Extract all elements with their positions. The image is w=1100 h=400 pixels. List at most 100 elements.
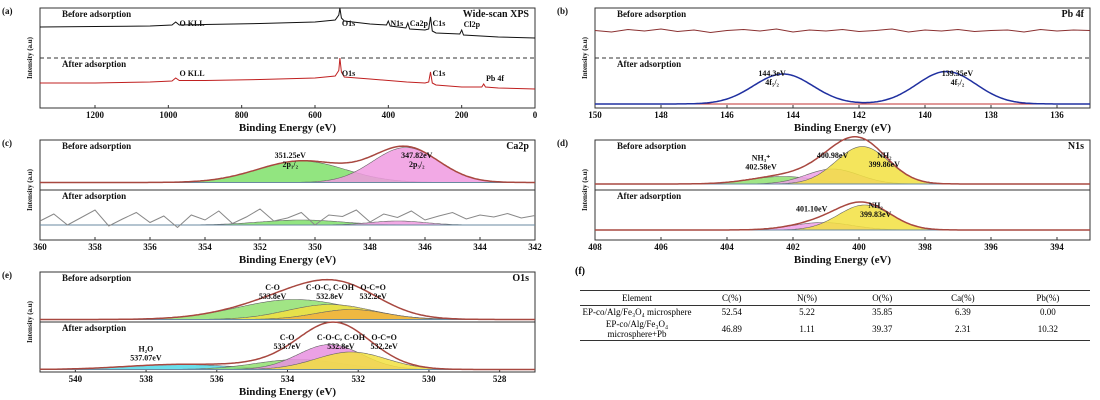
subplot-title: Before adsorption <box>62 273 131 283</box>
fitted-peak <box>40 219 535 226</box>
fit-envelope <box>40 145 535 184</box>
x-tick-label: 346 <box>418 242 432 252</box>
y-axis-label: Intensity (a.u) <box>26 300 34 343</box>
x-tick-label: 398 <box>918 242 932 252</box>
table-cell: 2.31 <box>920 318 1006 341</box>
chart-title: O1s <box>512 273 529 284</box>
x-tick-label: 138 <box>984 110 998 120</box>
fit-envelope <box>595 70 1090 105</box>
peak-label: 4f₅/₂ <box>765 78 779 87</box>
x-tick-label: 142 <box>852 110 866 120</box>
x-axis-label: Binding Energy (eV) <box>239 122 337 134</box>
peak-label: 532.2eV <box>370 342 398 351</box>
column-header: O(%) <box>844 290 921 306</box>
y-axis-label: Intensity (a.u) <box>581 36 589 79</box>
x-tick-label: 0 <box>533 110 538 120</box>
header-row: Element C(%) N(%) O(%) Ca(%) Pb(%) <box>580 290 1090 306</box>
x-tick-label: 394 <box>1050 242 1064 252</box>
x-tick-label: 148 <box>654 110 668 120</box>
element-annotation: Cl2p <box>464 20 481 29</box>
peak-label: C-O-C, C-OH <box>317 333 366 342</box>
subplot-title: After adsorption <box>62 59 126 69</box>
x-tick-label: 1000 <box>159 110 178 120</box>
panel-label: (a) <box>2 6 13 16</box>
table-cell: 52.54 <box>721 307 742 317</box>
peak-label: 2p₃/₂ <box>409 160 425 169</box>
element-annotation: Pb 4f <box>486 74 504 83</box>
subplot-title: Before adsorption <box>617 9 686 19</box>
table-cell: 6.39 <box>955 307 971 317</box>
x-tick-label: 408 <box>588 242 602 252</box>
x-tick-label: 404 <box>720 242 734 252</box>
chart-title: Ca2p <box>506 141 529 152</box>
element-annotation: O KLL <box>180 69 205 78</box>
peak-label: NH₂ <box>868 201 883 210</box>
x-tick-label: 600 <box>308 110 322 120</box>
peak-label: 533.7eV <box>273 342 301 351</box>
peak-label: 532.8eV <box>327 342 355 351</box>
subplot-title: After adsorption <box>617 191 681 201</box>
y-axis-label: Intensity (a.u) <box>581 168 589 211</box>
y-axis-label: Intensity (a.u) <box>26 36 34 79</box>
x-axis-label: Binding Energy (eV) <box>794 122 892 134</box>
x-tick-label: 358 <box>88 242 102 252</box>
x-tick-label: 146 <box>720 110 734 120</box>
spectrum-line <box>39 7 536 39</box>
x-axis-label: Binding Energy (eV) <box>239 254 337 266</box>
peak-label: 400.98eV <box>817 151 849 160</box>
element-annotation: O KLL <box>180 19 205 28</box>
table-row: EP-co/Alg/Fe₃O₄ microsphere+Pb 46.89 1.11 3… <box>580 318 1090 341</box>
subplot-title: After adsorption <box>617 59 681 69</box>
x-tick-label: 1200 <box>86 110 105 120</box>
x-tick-label: 538 <box>139 374 153 384</box>
fitted-peak <box>595 204 1090 231</box>
chart-title: Wide-scan XPS <box>463 9 530 20</box>
x-tick-label: 540 <box>69 374 83 384</box>
peak-label: O-C=O <box>371 333 396 342</box>
x-tick-label: 136 <box>1050 110 1064 120</box>
table-cell: 0.00 <box>1040 307 1056 317</box>
table-cell: 39.37 <box>844 318 921 341</box>
table-label: (f) <box>575 266 585 277</box>
peak-label: 532.8eV <box>316 292 344 301</box>
peak-label: O-C=O <box>360 283 385 292</box>
x-tick-label: 360 <box>33 242 47 252</box>
peak-label: C-O <box>280 333 295 342</box>
peak-label: 351.25eV <box>275 151 307 160</box>
x-tick-label: 396 <box>984 242 998 252</box>
panel-label: (e) <box>2 270 12 280</box>
element-annotation: N1s <box>390 19 403 28</box>
peak-label: 4f₇/₂ <box>951 78 965 87</box>
chart-title: N1s <box>1068 141 1084 152</box>
x-tick-label: 528 <box>493 374 507 384</box>
x-tick-label: 140 <box>918 110 932 120</box>
x-tick-label: 530 <box>422 374 436 384</box>
element-annotation: O1s <box>342 19 355 28</box>
peak-label: 401.10eV <box>796 204 828 213</box>
table-cell: 10.32 <box>1005 318 1090 341</box>
peak-label: 533.8eV <box>259 292 287 301</box>
peak-label: 399.86eV <box>869 160 901 169</box>
table-cell: EP-co/Alg/Fe₃O₄ microsphere <box>582 307 692 317</box>
element-annotation: C1s <box>433 19 446 28</box>
peak-label: 2p₁/₂ <box>283 160 299 169</box>
fit-envelope <box>40 278 535 321</box>
table-row: EP-co/Alg/Fe₃O₄ microsphere 52.54 5.22 35.8… <box>580 306 1090 319</box>
x-tick-label: 356 <box>143 242 157 252</box>
x-tick-label: 354 <box>198 242 212 252</box>
y-axis-label: Intensity (a.u) <box>26 168 34 211</box>
element-annotation: Ca2p <box>410 19 429 28</box>
x-tick-label: 348 <box>363 242 377 252</box>
fit-envelope <box>595 136 1090 185</box>
panel-label: (d) <box>557 138 568 148</box>
peak-label: C-O-C, C-OH <box>306 283 355 292</box>
subplot-title: Before adsorption <box>62 9 131 19</box>
column-header: N(%) <box>769 290 845 306</box>
x-tick-label: 400 <box>382 110 396 120</box>
x-axis-label: Binding Energy (eV) <box>239 386 337 398</box>
column-header: Ca(%) <box>920 290 1006 306</box>
peak-label: NH₂ <box>877 151 892 160</box>
column-header: Pb(%) <box>1005 290 1090 306</box>
